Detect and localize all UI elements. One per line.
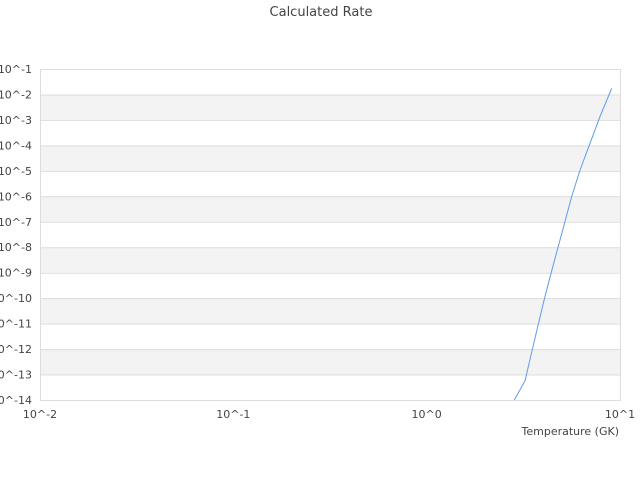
x-axis-label: Temperature (GK) [521, 425, 620, 438]
y-tick-label: 10^-14 [0, 394, 32, 407]
y-tick-label: 10^-3 [0, 114, 32, 127]
series-group [513, 88, 613, 401]
y-tick-label: 10^-13 [0, 369, 32, 382]
chart-title: Calculated Rate [270, 5, 373, 20]
x-tick-label: 10^-2 [23, 408, 57, 421]
plot-frame [40, 69, 621, 401]
plot-band [40, 298, 620, 324]
y-tick-label: 10^-5 [0, 165, 32, 178]
x-tick-label: 10^0 [412, 408, 442, 421]
x-tick-labels: 10^-2 10^-1 10^0 10^1 [23, 408, 635, 421]
y-tick-label: 10^-8 [0, 241, 32, 254]
plot-band [40, 94, 620, 120]
series-line [513, 88, 613, 401]
x-tick-label: 10^1 [605, 408, 635, 421]
y-tick-label: 10^-6 [0, 190, 32, 203]
y-tick-label: 10^-7 [0, 216, 32, 229]
y-tick-label: 10^-1 [0, 63, 32, 76]
y-tick-label: 10^-9 [0, 267, 32, 280]
y-tick-label: 10^-10 [0, 292, 32, 305]
y-tick-label: 10^-12 [0, 343, 32, 356]
plot-band [40, 196, 620, 222]
plot-band [40, 247, 620, 273]
plot-band [40, 349, 620, 375]
y-tick-label: 10^-4 [0, 139, 32, 152]
y-tick-label: 10^-11 [0, 318, 32, 331]
y-tick-label: 10^-2 [0, 88, 32, 101]
plot-band [40, 145, 620, 171]
x-tick-label: 10^-1 [216, 408, 250, 421]
y-tick-labels: 10^-1 10^-2 10^-3 10^-4 10^-5 10^-6 10^-7 10^-8… [0, 63, 32, 407]
plot-bands [40, 94, 620, 375]
